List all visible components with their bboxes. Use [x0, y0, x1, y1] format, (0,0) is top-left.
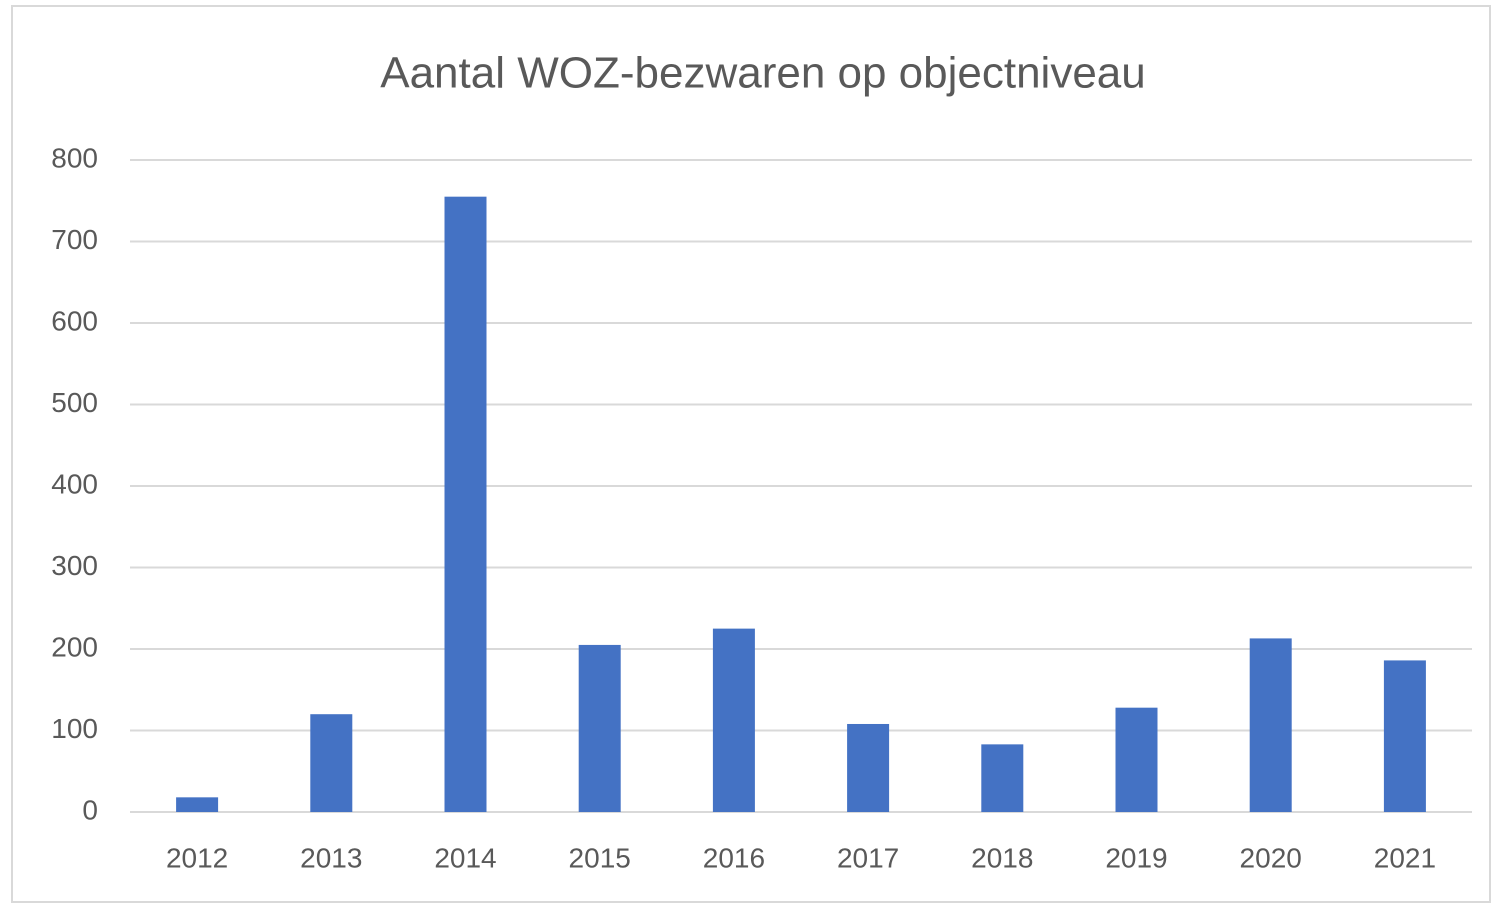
y-tick-label: 200: [51, 631, 98, 662]
y-tick-label: 0: [82, 794, 98, 825]
bar: [712, 628, 755, 812]
chart-title: Aantal WOZ-bezwaren op objectniveau: [380, 49, 1146, 98]
x-tick-label: 2016: [703, 842, 765, 873]
bar: [578, 644, 621, 812]
bar: [176, 797, 219, 812]
x-tick-label: 2012: [166, 842, 228, 873]
y-tick-label: 700: [51, 224, 98, 255]
x-tick-label: 2015: [569, 842, 631, 873]
bar: [1249, 638, 1292, 812]
y-tick-label: 600: [51, 305, 98, 336]
bar: [1115, 707, 1158, 812]
y-tick-label: 300: [51, 550, 98, 581]
bar: [847, 723, 890, 812]
x-tick-label: 2020: [1240, 842, 1302, 873]
y-tick-label: 800: [51, 142, 98, 173]
x-tick-label: 2013: [300, 842, 362, 873]
bar: [444, 196, 487, 813]
bar: [1383, 660, 1426, 812]
y-tick-label: 400: [51, 468, 98, 499]
bar: [981, 744, 1024, 812]
y-tick-label: 100: [51, 713, 98, 744]
x-tick-label: 2014: [434, 842, 496, 873]
bar: [310, 714, 353, 812]
x-tick-label: 2018: [971, 842, 1033, 873]
x-tick-label: 2021: [1374, 842, 1436, 873]
y-tick-label: 500: [51, 387, 98, 418]
x-tick-label: 2017: [837, 842, 899, 873]
x-tick-label: 2019: [1105, 842, 1167, 873]
